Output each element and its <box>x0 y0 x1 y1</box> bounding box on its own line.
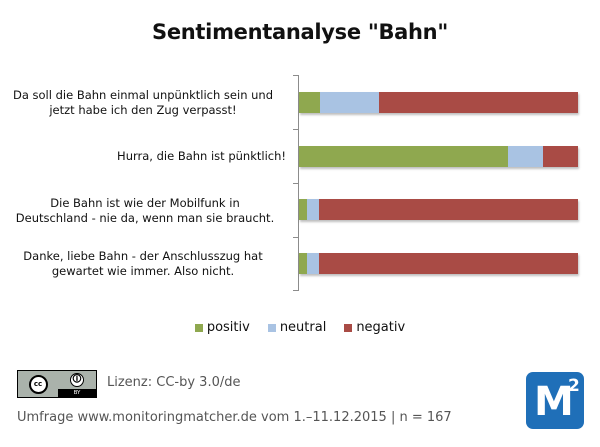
category-label-4: Danke, liebe Bahn - der Anschlusszug hat… <box>0 249 286 279</box>
legend-swatch-positiv <box>194 323 203 332</box>
bar-segment-neutral <box>319 92 379 113</box>
logo-letter: M <box>534 379 574 425</box>
category-label-2: Hurra, die Bahn ist pünktlich! <box>0 149 286 164</box>
cc-icon: cc <box>28 374 48 394</box>
legend-label: positiv <box>206 320 250 335</box>
legend-label: negativ <box>356 320 406 335</box>
bar-row-4 <box>299 253 578 274</box>
cc-by-license-badge: cc 🛈 BY <box>17 370 97 398</box>
axis-tick <box>293 237 299 238</box>
bar-row-2 <box>299 146 578 167</box>
label-line: Danke, liebe Bahn - der Anschlusszug hat <box>23 249 263 263</box>
label-line: jetzt habe ich den Zug verpasst! <box>49 103 237 117</box>
legend-item-negativ: negativ <box>344 320 405 335</box>
label-line: Da soll die Bahn einmal unpünktlich sein… <box>12 88 274 102</box>
bar-segment-negativ <box>543 146 578 167</box>
legend-item-neutral: neutral <box>267 320 327 335</box>
license-text: Lizenz: CC-by 3.0/de <box>107 375 241 390</box>
bar-segment-negativ <box>318 199 578 220</box>
bar-segment-positiv <box>299 199 308 220</box>
bar-segment-neutral <box>307 253 319 274</box>
category-label-1: Da soll die Bahn einmal unpünktlich sein… <box>0 88 286 118</box>
label-line: Hurra, die Bahn ist pünktlich! <box>117 149 286 163</box>
attribution-person-icon: 🛈 <box>70 373 84 387</box>
label-line: gewartet wie immer. Also nicht. <box>51 264 235 278</box>
label-line: Deutschland - nie da, wenn man sie brauc… <box>15 211 275 225</box>
axis-tick <box>293 290 299 291</box>
legend-item-positiv: positiv <box>194 320 250 335</box>
legend-swatch-neutral <box>267 323 276 332</box>
bar-segment-positiv <box>299 253 308 274</box>
axis-tick <box>293 129 299 130</box>
bar-row-1 <box>299 92 578 113</box>
bar-segment-positiv <box>299 92 320 113</box>
bar-segment-neutral <box>307 199 319 220</box>
legend-label: neutral <box>279 320 327 335</box>
logo-superscript: 2 <box>568 376 580 396</box>
bar-row-3 <box>299 199 578 220</box>
legend-swatch-negativ <box>344 323 353 332</box>
chart-legend: positiv neutral negativ <box>0 320 600 335</box>
label-line: Die Bahn ist wie der Mobilfunk in <box>50 196 240 210</box>
survey-info: Umfrage www.monitoringmatcher.de vom 1.–… <box>17 410 452 425</box>
axis-tick <box>293 75 299 76</box>
bar-segment-positiv <box>299 146 509 167</box>
axis-tick <box>293 183 299 184</box>
bar-segment-negativ <box>378 92 578 113</box>
bar-segment-negativ <box>318 253 578 274</box>
bar-segment-neutral <box>508 146 544 167</box>
by-label: BY <box>58 389 96 397</box>
m2-logo: M 2 <box>526 372 584 429</box>
category-label-3: Die Bahn ist wie der Mobilfunk in Deutsc… <box>2 196 288 226</box>
chart-title: Sentimentanalyse "Bahn" <box>152 20 448 44</box>
